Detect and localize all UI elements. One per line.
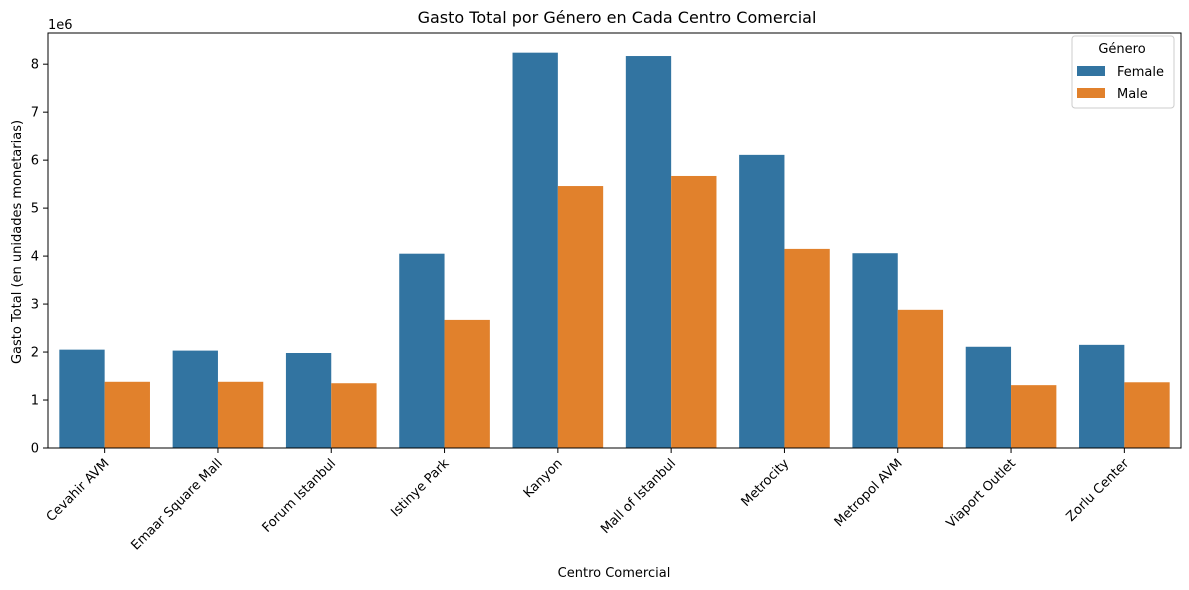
bar-male-6 — [784, 248, 830, 448]
y-tick-label: 4 — [31, 250, 39, 265]
plot-frame — [47, 32, 1182, 449]
y-tick-label: 3 — [31, 298, 39, 313]
bar-male-5 — [671, 175, 717, 448]
bar-female-2 — [285, 353, 332, 448]
bar-male-3 — [444, 319, 490, 448]
bar-male-9 — [1124, 382, 1170, 448]
bar-male-4 — [557, 186, 604, 448]
y-tick-label: 5 — [31, 202, 39, 217]
x-tick-label: Kanyon — [521, 456, 566, 501]
bar-male-8 — [1011, 385, 1057, 448]
chart-title: Gasto Total por Género en Cada Centro Co… — [418, 8, 817, 27]
y-offset-label: 1e6 — [48, 18, 73, 33]
x-tick-label: Metrocity — [739, 456, 793, 510]
x-ticks-group: Cevahir AVM Emaar Square Mall Forum Istanb… — [44, 448, 1133, 554]
bar-male-1 — [217, 381, 264, 448]
y-tick-label: 0 — [31, 442, 39, 457]
bar-female-1 — [172, 350, 218, 448]
legend: Género Female Male — [1071, 35, 1175, 109]
y-ticks-group: 0 1 2 3 4 5 6 7 8 — [31, 58, 48, 457]
legend-swatch-male — [1077, 88, 1105, 98]
y-tick-label: 2 — [31, 346, 39, 361]
x-tick-label: Istinye Park — [388, 456, 452, 520]
bar-female-8 — [965, 346, 1012, 448]
bar-female-6 — [739, 154, 785, 448]
bar-female-7 — [852, 253, 898, 448]
bar-male-7 — [897, 309, 944, 448]
legend-label-female: Female — [1117, 65, 1164, 80]
legend-title: Género — [1098, 42, 1145, 57]
bar-female-3 — [399, 253, 445, 448]
y-tick-label: 8 — [31, 58, 39, 73]
bar-male-0 — [104, 381, 150, 448]
legend-label-male: Male — [1117, 87, 1148, 102]
bar-male-2 — [331, 383, 377, 448]
x-tick-label: Metropol AVM — [832, 456, 906, 530]
x-tick-label: Emaar Square Mall — [128, 456, 225, 553]
bar-female-5 — [625, 56, 672, 448]
x-tick-label: Viaport Outlet — [944, 456, 1019, 531]
y-tick-label: 7 — [31, 106, 39, 121]
bars-group — [59, 52, 1170, 448]
legend-swatch-female — [1077, 66, 1105, 76]
x-tick-label: Cevahir AVM — [44, 456, 113, 525]
bar-female-9 — [1079, 344, 1125, 448]
bar-female-0 — [59, 349, 105, 448]
x-axis-label: Centro Comercial — [558, 566, 671, 581]
y-axis-label: Gasto Total (en unidades monetarias) — [10, 120, 25, 364]
x-tick-label: Mall of Istanbul — [598, 456, 679, 537]
x-tick-label: Zorlu Center — [1064, 456, 1133, 525]
x-tick-label: Forum Istanbul — [260, 456, 339, 535]
bar-female-4 — [512, 52, 558, 448]
y-tick-label: 6 — [31, 154, 39, 169]
y-tick-label: 1 — [31, 394, 39, 409]
